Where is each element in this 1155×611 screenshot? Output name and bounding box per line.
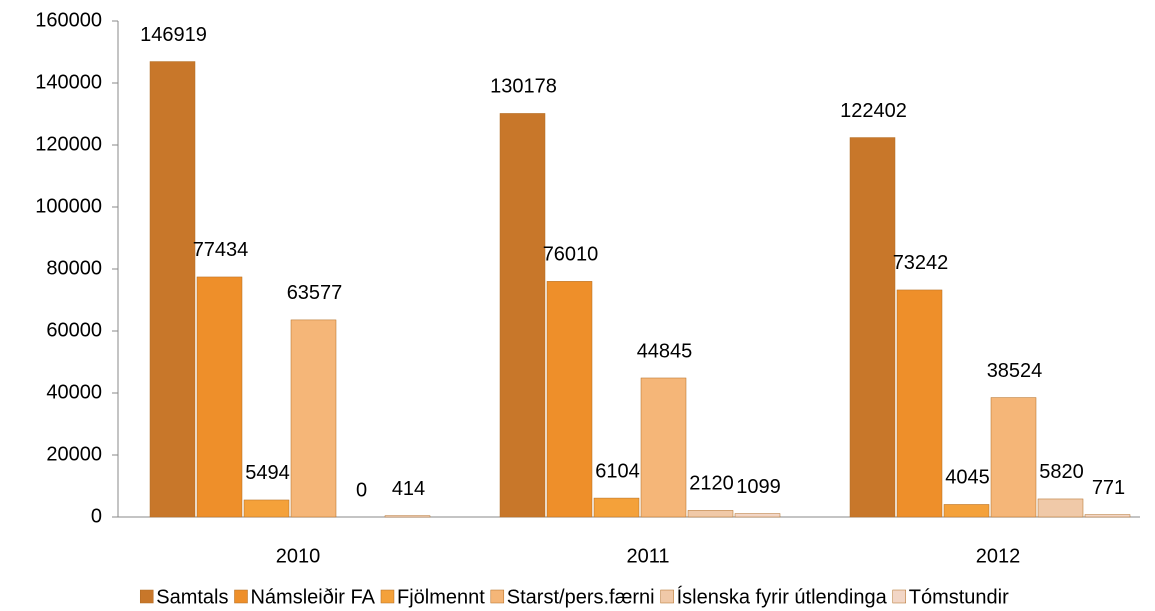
legend-swatch [234, 589, 248, 604]
bar [734, 513, 781, 518]
value-label: 63577 [287, 282, 343, 304]
y-tick-label: 40000 [46, 381, 102, 403]
value-label: 76010 [543, 244, 599, 266]
bar [196, 276, 243, 518]
value-label: 146919 [140, 24, 207, 46]
bar [849, 137, 896, 518]
legend-swatch [380, 589, 395, 604]
value-label: 4045 [945, 467, 990, 489]
value-label: 5820 [1039, 461, 1084, 483]
bar [149, 61, 196, 518]
y-tick-label: 100000 [35, 195, 102, 217]
value-label: 77434 [193, 239, 249, 261]
bar [990, 397, 1037, 518]
bar [593, 497, 640, 518]
value-label: 73242 [893, 252, 949, 274]
x-tick-label: 2010 [276, 545, 321, 567]
value-label: 0 [356, 479, 367, 501]
value-label: 5494 [245, 462, 290, 484]
x-tick-label: 2011 [626, 545, 669, 567]
legend-swatch [660, 589, 674, 604]
y-tick-label: 20000 [46, 443, 102, 465]
value-label: 414 [392, 478, 425, 500]
bar [640, 377, 687, 518]
value-label: 44845 [637, 340, 693, 362]
value-label: 1099 [736, 476, 781, 498]
legend-label: Starst/pers.færni [507, 586, 655, 608]
legend-label: Samtals [156, 586, 228, 608]
value-label: 2120 [689, 473, 734, 495]
legend-label: Fjölmennt [397, 586, 485, 608]
legend-swatch [892, 589, 906, 604]
bar [896, 289, 943, 518]
bar [943, 504, 990, 518]
value-label: 6104 [595, 460, 640, 482]
value-label: 122402 [840, 100, 907, 122]
y-tick-label: 140000 [35, 71, 102, 93]
bar [1084, 514, 1131, 518]
bar [243, 499, 290, 518]
value-label: 38524 [987, 360, 1043, 382]
y-tick-label: 120000 [35, 133, 102, 155]
legend-label: Námsleiðir FA [250, 586, 375, 608]
y-tick-label: 160000 [35, 9, 102, 31]
y-tick-label: 60000 [46, 319, 102, 341]
y-tick-label: 0 [91, 505, 102, 527]
bar [1037, 498, 1084, 518]
legend-label: Íslenska fyrir útlendinga [677, 585, 888, 608]
x-tick-label: 2012 [976, 545, 1021, 567]
value-label: 130178 [490, 76, 557, 98]
bar [290, 319, 337, 518]
legend: Samtals Námsleiðir FA Fjölmennt Starst/pers… [139, 585, 1009, 608]
y-tick-label: 80000 [46, 257, 102, 279]
legend-swatch [490, 589, 505, 604]
legend-swatch [139, 589, 154, 604]
legend-label: Tómstundir [909, 586, 1009, 608]
value-label: 771 [1092, 477, 1125, 499]
bar [687, 510, 734, 518]
bar [384, 515, 431, 518]
bar [499, 113, 546, 518]
bar [546, 281, 593, 518]
